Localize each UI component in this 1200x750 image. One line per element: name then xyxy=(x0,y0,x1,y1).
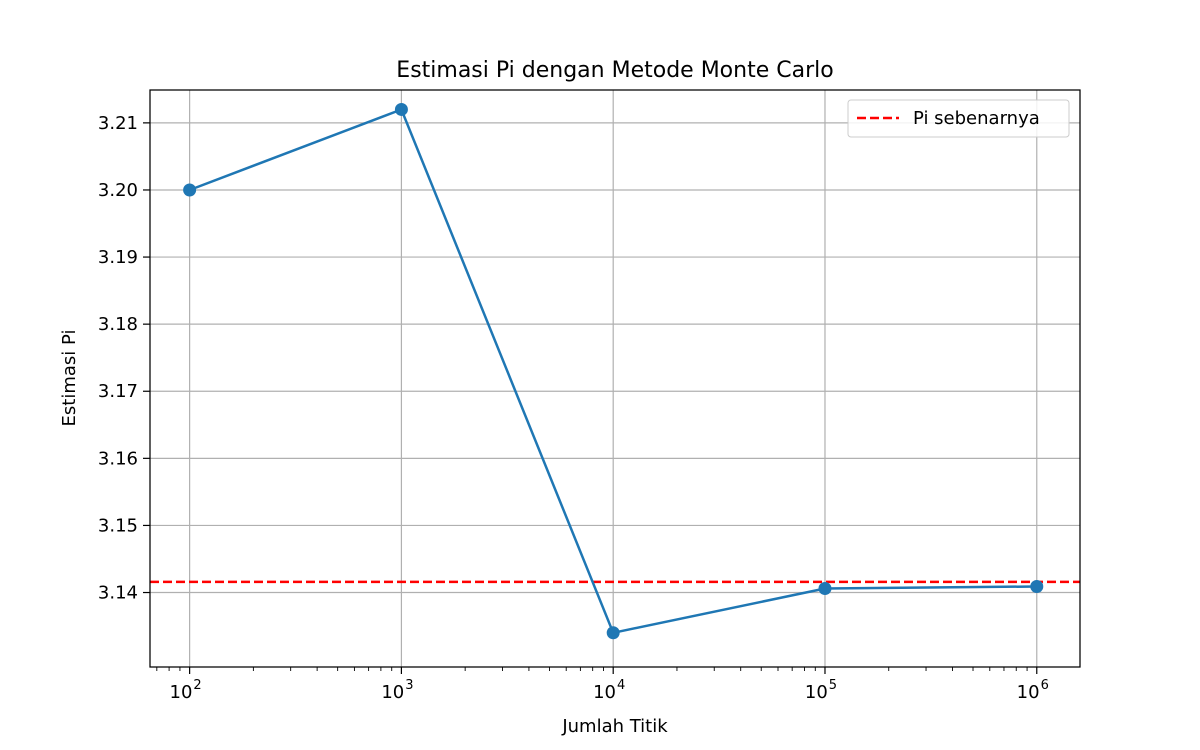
chart-title: Estimasi Pi dengan Metode Monte Carlo xyxy=(396,58,833,83)
x-tick-label: 102 xyxy=(170,678,202,703)
y-tick-label: 3.19 xyxy=(98,247,138,268)
plot-frame xyxy=(149,89,1081,668)
y-tick-label: 3.14 xyxy=(98,583,138,604)
y-tick-label: 3.21 xyxy=(98,113,138,134)
x-tick-label: 104 xyxy=(593,678,625,703)
y-tick-label: 3.18 xyxy=(98,314,138,335)
data-point xyxy=(394,102,408,116)
data-point xyxy=(818,582,832,596)
data-point xyxy=(606,626,620,640)
axes-ticks: 3.14 3.15 3.16 3.17 3.18 3.19 3.20 3.21 102 103 10… xyxy=(98,113,1049,703)
data-point xyxy=(1030,579,1044,593)
x-tick-label: 105 xyxy=(805,678,837,703)
legend-box xyxy=(847,99,1070,138)
y-tick-label: 3.17 xyxy=(98,381,138,402)
x-axis-label: Jumlah Titik xyxy=(561,716,668,737)
x-tick-label: 103 xyxy=(381,678,413,703)
y-tick-label: 3.20 xyxy=(98,180,138,201)
x-tick-label: 106 xyxy=(1017,678,1049,703)
data-point xyxy=(183,183,197,197)
series-layer xyxy=(183,102,1044,640)
legend-label-reference: Pi sebenarnya xyxy=(913,108,1040,129)
y-axis-label: Estimasi Pi xyxy=(59,330,80,427)
legend: Pi sebenarnya xyxy=(847,99,1070,138)
y-tick-label: 3.15 xyxy=(98,515,138,536)
y-tick-label: 3.16 xyxy=(98,448,138,469)
grid xyxy=(150,90,1080,667)
